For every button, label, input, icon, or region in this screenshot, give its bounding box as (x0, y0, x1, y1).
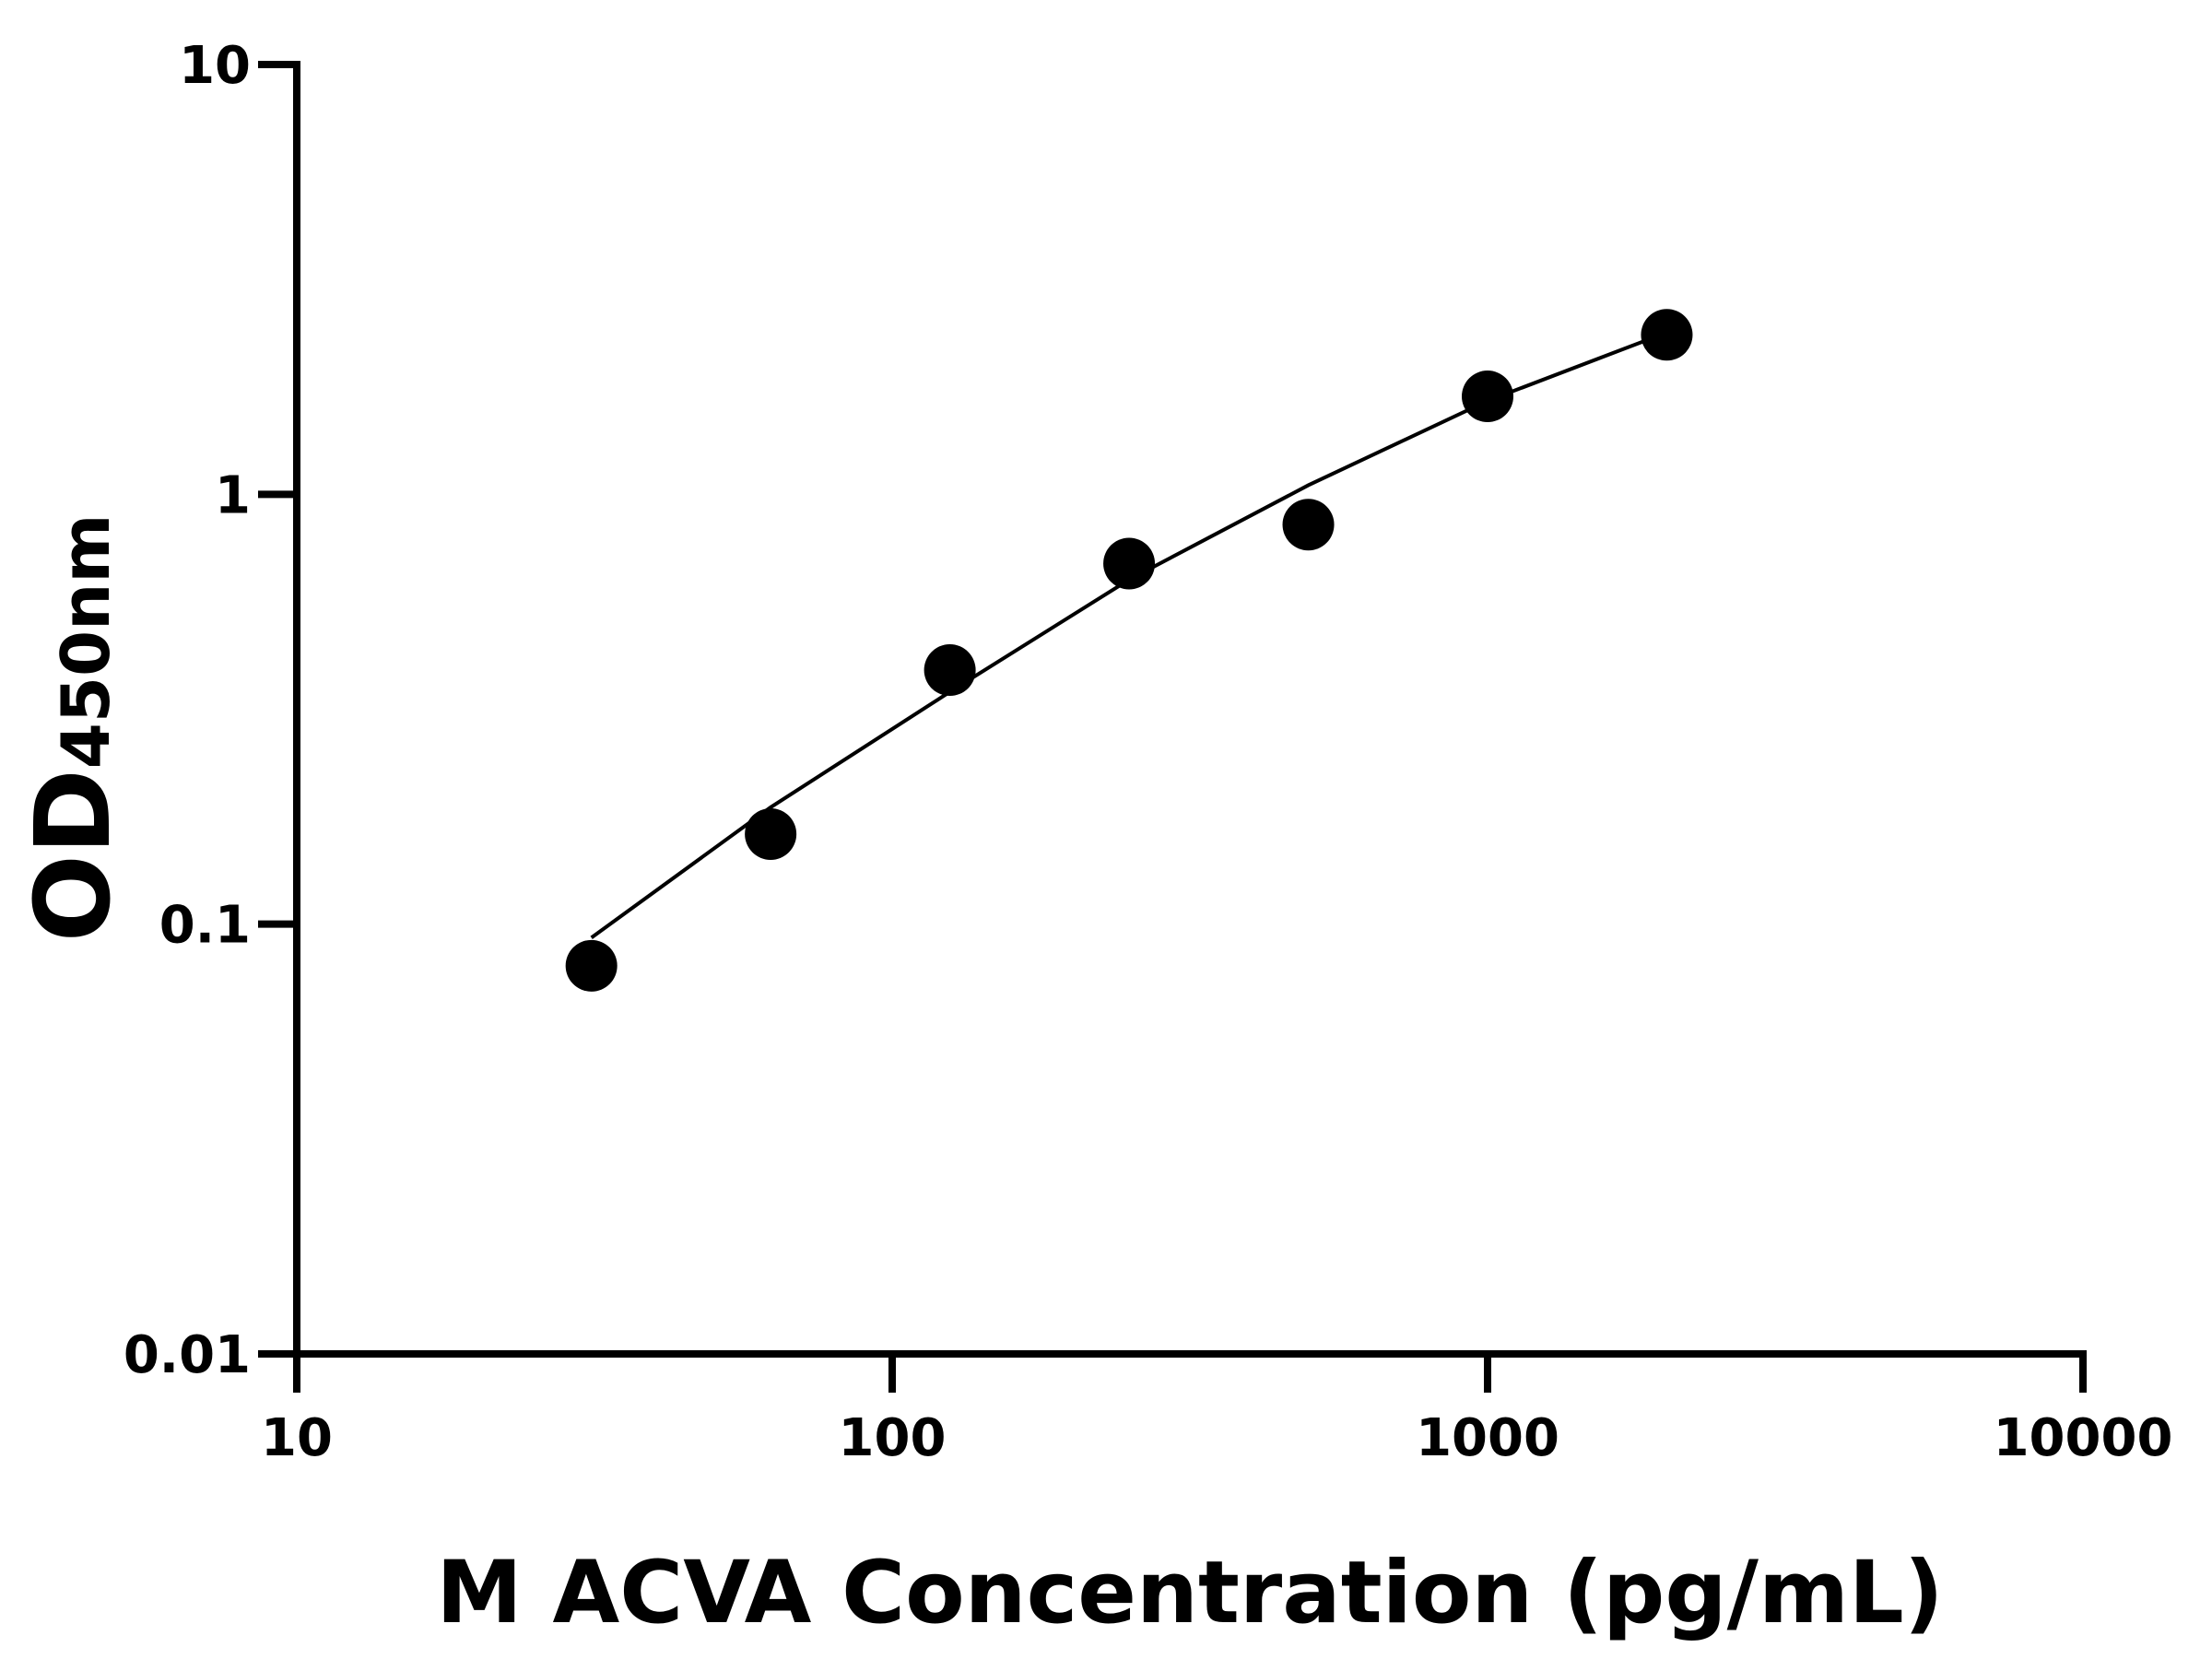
x-tick-label: 100 (839, 1408, 947, 1468)
data-point (924, 644, 976, 697)
data-point (1641, 309, 1693, 361)
y-tick-label: 10 (179, 36, 251, 96)
data-point (1462, 371, 1513, 423)
x-tick-label: 10 (261, 1408, 333, 1468)
y-axis-label: OD450nm (14, 514, 134, 943)
data-point (1103, 537, 1156, 590)
data-point (1282, 499, 1335, 551)
x-tick-label: 1000 (1416, 1408, 1559, 1468)
x-axis-label: M ACVA Concentration (pg/mL) (436, 1543, 1944, 1643)
data-point (745, 807, 797, 860)
fit-curve (590, 330, 1668, 939)
x-tick-label: 10000 (1994, 1408, 2173, 1468)
y-tick-label: 1 (215, 465, 251, 525)
y-tick-label: 0.1 (159, 896, 251, 956)
y-axis-label-subscript: 450nm (47, 514, 124, 770)
y-axis-label-main: OD (14, 769, 134, 942)
data-point (565, 939, 618, 992)
y-tick-label: 0.01 (124, 1325, 251, 1385)
